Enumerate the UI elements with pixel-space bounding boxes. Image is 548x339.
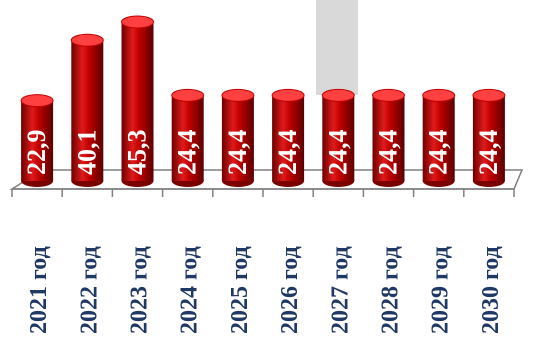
- bar: [271, 88, 305, 187]
- bar-top: [171, 88, 205, 102]
- bar: [171, 88, 205, 187]
- data-label: 24,4: [173, 130, 202, 176]
- data-label: 24,4: [424, 130, 453, 176]
- bar-body: [121, 22, 154, 181]
- bar-body: [71, 40, 104, 182]
- bar: [20, 94, 54, 187]
- bar-top: [321, 88, 355, 102]
- bar-top: [70, 33, 104, 47]
- category-label: 2030 год: [478, 246, 504, 334]
- bar: [221, 88, 255, 187]
- bar-top: [121, 15, 154, 29]
- category-label: 2021 год: [26, 246, 52, 334]
- category-labels: 2021 год 2022 год 2023 год 2024 год 2025 год…: [26, 246, 504, 334]
- bar-body: [372, 95, 405, 181]
- category-label: 2023 год: [127, 246, 153, 334]
- bar-top: [372, 88, 405, 102]
- bar: [70, 33, 104, 187]
- category-label: 2027 год: [327, 246, 353, 334]
- bar: [472, 88, 506, 187]
- wall-band: [316, 0, 358, 95]
- data-label: 24,4: [273, 130, 302, 176]
- bars-group: 22,9 40,1 45,3 24,4 24,4 24,4 24,4 24,4 24,4 24,4: [20, 15, 506, 187]
- data-label: 24,4: [223, 130, 252, 176]
- category-label: 2025 год: [227, 246, 253, 334]
- category-label: 2029 год: [428, 246, 454, 334]
- bar-top: [472, 88, 506, 102]
- bar-body: [171, 95, 204, 181]
- data-label: 24,4: [474, 130, 503, 176]
- data-label: 22,9: [22, 130, 51, 176]
- category-label: 2026 год: [277, 246, 303, 334]
- bar-body: [322, 95, 355, 181]
- data-label: 45,3: [123, 130, 152, 176]
- bar: [422, 88, 456, 187]
- category-label: 2024 год: [177, 246, 203, 334]
- category-label: 2028 год: [378, 246, 404, 334]
- data-label: 24,4: [323, 130, 352, 176]
- data-label: 40,1: [72, 130, 101, 176]
- bar: [121, 15, 154, 187]
- bar-body: [221, 95, 254, 181]
- bar-top: [221, 88, 255, 102]
- tick-group: [11, 189, 515, 197]
- bar-body: [21, 100, 54, 181]
- bar-body: [472, 95, 505, 181]
- bar-top: [422, 88, 456, 102]
- bar-top: [20, 94, 54, 108]
- bar-body: [422, 95, 455, 181]
- bar: [321, 88, 355, 187]
- category-label: 2022 год: [76, 246, 102, 334]
- bar-body: [272, 95, 305, 181]
- bar: [372, 88, 405, 187]
- data-label: 24,4: [374, 130, 403, 176]
- bar-top: [271, 88, 305, 102]
